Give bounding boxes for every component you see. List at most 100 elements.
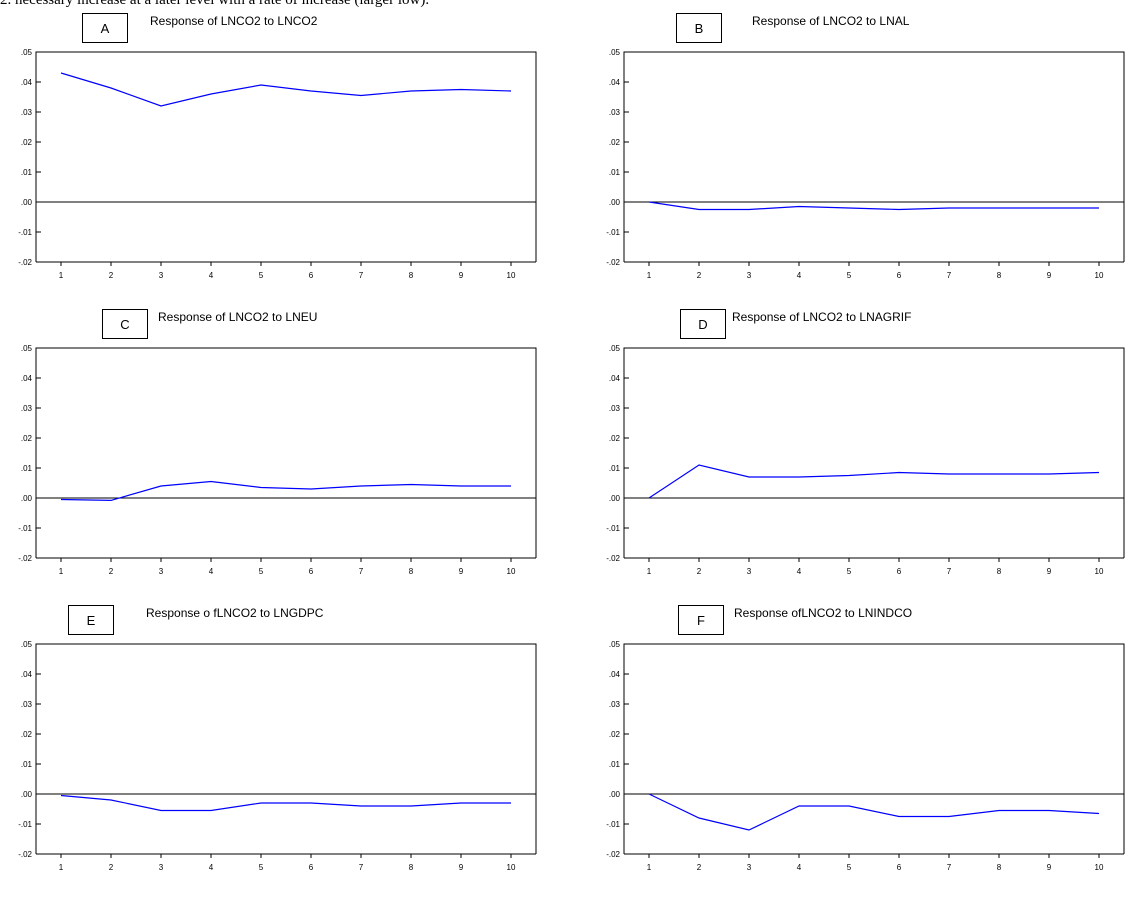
x-tick-label: 8 — [409, 271, 414, 280]
chart-panel-a: .05 .04 .03 .02 .01 .00 -.01 -.02 1 2 3 4 5 6 7 8 9 10 A Re… — [0, 12, 564, 308]
x-tick-label: 4 — [797, 863, 802, 872]
x-tick-label: 5 — [847, 567, 852, 576]
x-tick-label: 9 — [459, 567, 464, 576]
data-point — [848, 474, 851, 477]
y-tick-label: .03 — [21, 108, 33, 117]
data-point — [210, 93, 213, 96]
response-line — [648, 464, 1100, 499]
x-tick-label: 5 — [259, 271, 264, 280]
data-point — [1098, 812, 1101, 815]
data-point — [1098, 207, 1101, 210]
x-tick-label: 4 — [797, 271, 802, 280]
x-tick-label: 9 — [459, 863, 464, 872]
y-tick-label: .00 — [609, 790, 621, 799]
y-tick-label: -.02 — [606, 258, 620, 267]
x-tick-label: 7 — [947, 271, 952, 280]
data-point — [510, 485, 513, 488]
data-point — [948, 815, 951, 818]
chart-panel-b: .05 .04 .03 .02 .01 .00 -.01 -.02 1 2 3 4 5 6 7 8 9 10 B Re… — [588, 12, 1128, 308]
x-tick-label: 6 — [309, 567, 314, 576]
x-tick-label: 1 — [647, 863, 652, 872]
y-tick-label: .04 — [609, 670, 621, 679]
y-tick-label: .04 — [21, 670, 33, 679]
data-point — [848, 805, 851, 808]
plot-frame — [623, 347, 1125, 558]
y-tick-label: .05 — [609, 640, 621, 649]
data-point — [698, 817, 701, 820]
data-point — [160, 105, 163, 108]
data-point — [848, 207, 851, 210]
data-point — [1048, 809, 1051, 812]
data-point — [898, 208, 901, 211]
chart-title: Response of LNCO2 to LNEU — [158, 310, 318, 324]
y-tick-label: .03 — [21, 700, 33, 709]
x-tick-label: 8 — [997, 863, 1002, 872]
data-point — [648, 793, 651, 796]
y-tick-label: .00 — [609, 494, 621, 503]
data-point — [748, 208, 751, 211]
chart-title: Response o fLNCO2 to LNGDPC — [146, 606, 324, 620]
data-point — [160, 485, 163, 488]
data-point — [60, 794, 63, 797]
x-tick-label: 2 — [697, 863, 702, 872]
x-tick-label: 4 — [209, 863, 214, 872]
data-point — [898, 471, 901, 474]
panel-label: F — [678, 605, 724, 635]
data-point — [798, 805, 801, 808]
x-tick-label: 4 — [209, 271, 214, 280]
chart-title: Response ofLNCO2 to LNINDCO — [734, 606, 913, 620]
x-tick-label: 5 — [259, 863, 264, 872]
y-tick-label: .00 — [21, 494, 33, 503]
chart-panel-c: .05 .04 .03 .02 .01 .00 -.01 -.02 1 2 3 4 5 6 7 8 9 10 C Re… — [0, 308, 564, 604]
data-point — [310, 802, 313, 805]
y-tick-label: .05 — [609, 344, 621, 353]
x-tick-label: 3 — [159, 567, 164, 576]
x-tick-label: 4 — [797, 567, 802, 576]
x-tick-label: 6 — [897, 567, 902, 576]
y-tick-label: -.02 — [18, 554, 32, 563]
data-point — [210, 480, 213, 483]
x-tick-label: 1 — [647, 271, 652, 280]
data-point — [260, 802, 263, 805]
data-point — [360, 485, 363, 488]
chart-svg: .05 .04 .03 .02 .01 .00 -.01 -.02 1 2 3 4 5 6 7 8 9 10 — [18, 48, 537, 280]
data-point — [110, 799, 113, 802]
chart-title: Response of LNCO2 to LNCO2 — [150, 14, 318, 28]
panel-label: D — [680, 309, 726, 339]
x-tick-label: 7 — [947, 863, 952, 872]
plot-frame — [35, 347, 537, 558]
chart-svg: .05 .04 .03 .02 .01 .00 -.01 -.02 1 2 3 4 5 6 7 8 9 10 — [606, 48, 1125, 280]
x-tick-label: 2 — [697, 567, 702, 576]
x-tick-label: 10 — [507, 271, 516, 280]
data-point — [648, 201, 651, 204]
x-tick-label: 3 — [747, 271, 752, 280]
chart-panel-f: .05 .04 .03 .02 .01 .00 -.01 -.02 1 2 3 4 5 6 7 8 9 10 F Re… — [588, 604, 1128, 900]
x-tick-label: 3 — [159, 271, 164, 280]
data-point — [260, 486, 263, 489]
y-tick-label: .03 — [609, 700, 621, 709]
y-tick-label: .02 — [609, 138, 621, 147]
y-tick-label: .05 — [609, 48, 621, 57]
x-tick-label: 8 — [997, 567, 1002, 576]
y-tick-label: .00 — [21, 198, 33, 207]
x-tick-label: 9 — [1047, 567, 1052, 576]
x-tick-label: 2 — [109, 567, 114, 576]
y-tick-label: .01 — [609, 760, 621, 769]
data-point — [410, 90, 413, 93]
data-point — [210, 809, 213, 812]
data-point — [948, 473, 951, 476]
data-point — [310, 90, 313, 93]
response-line — [60, 72, 512, 107]
x-tick-label: 7 — [359, 271, 364, 280]
response-line — [648, 201, 1099, 211]
x-tick-label: 1 — [59, 271, 64, 280]
y-tick-label: .02 — [21, 138, 33, 147]
x-tick-label: 1 — [647, 567, 652, 576]
x-tick-label: 3 — [159, 863, 164, 872]
x-tick-label: 6 — [309, 863, 314, 872]
data-point — [748, 476, 751, 479]
y-tick-label: .04 — [609, 78, 621, 87]
x-tick-label: 8 — [409, 567, 414, 576]
y-tick-label: .01 — [21, 168, 33, 177]
y-tick-label: .02 — [609, 434, 621, 443]
